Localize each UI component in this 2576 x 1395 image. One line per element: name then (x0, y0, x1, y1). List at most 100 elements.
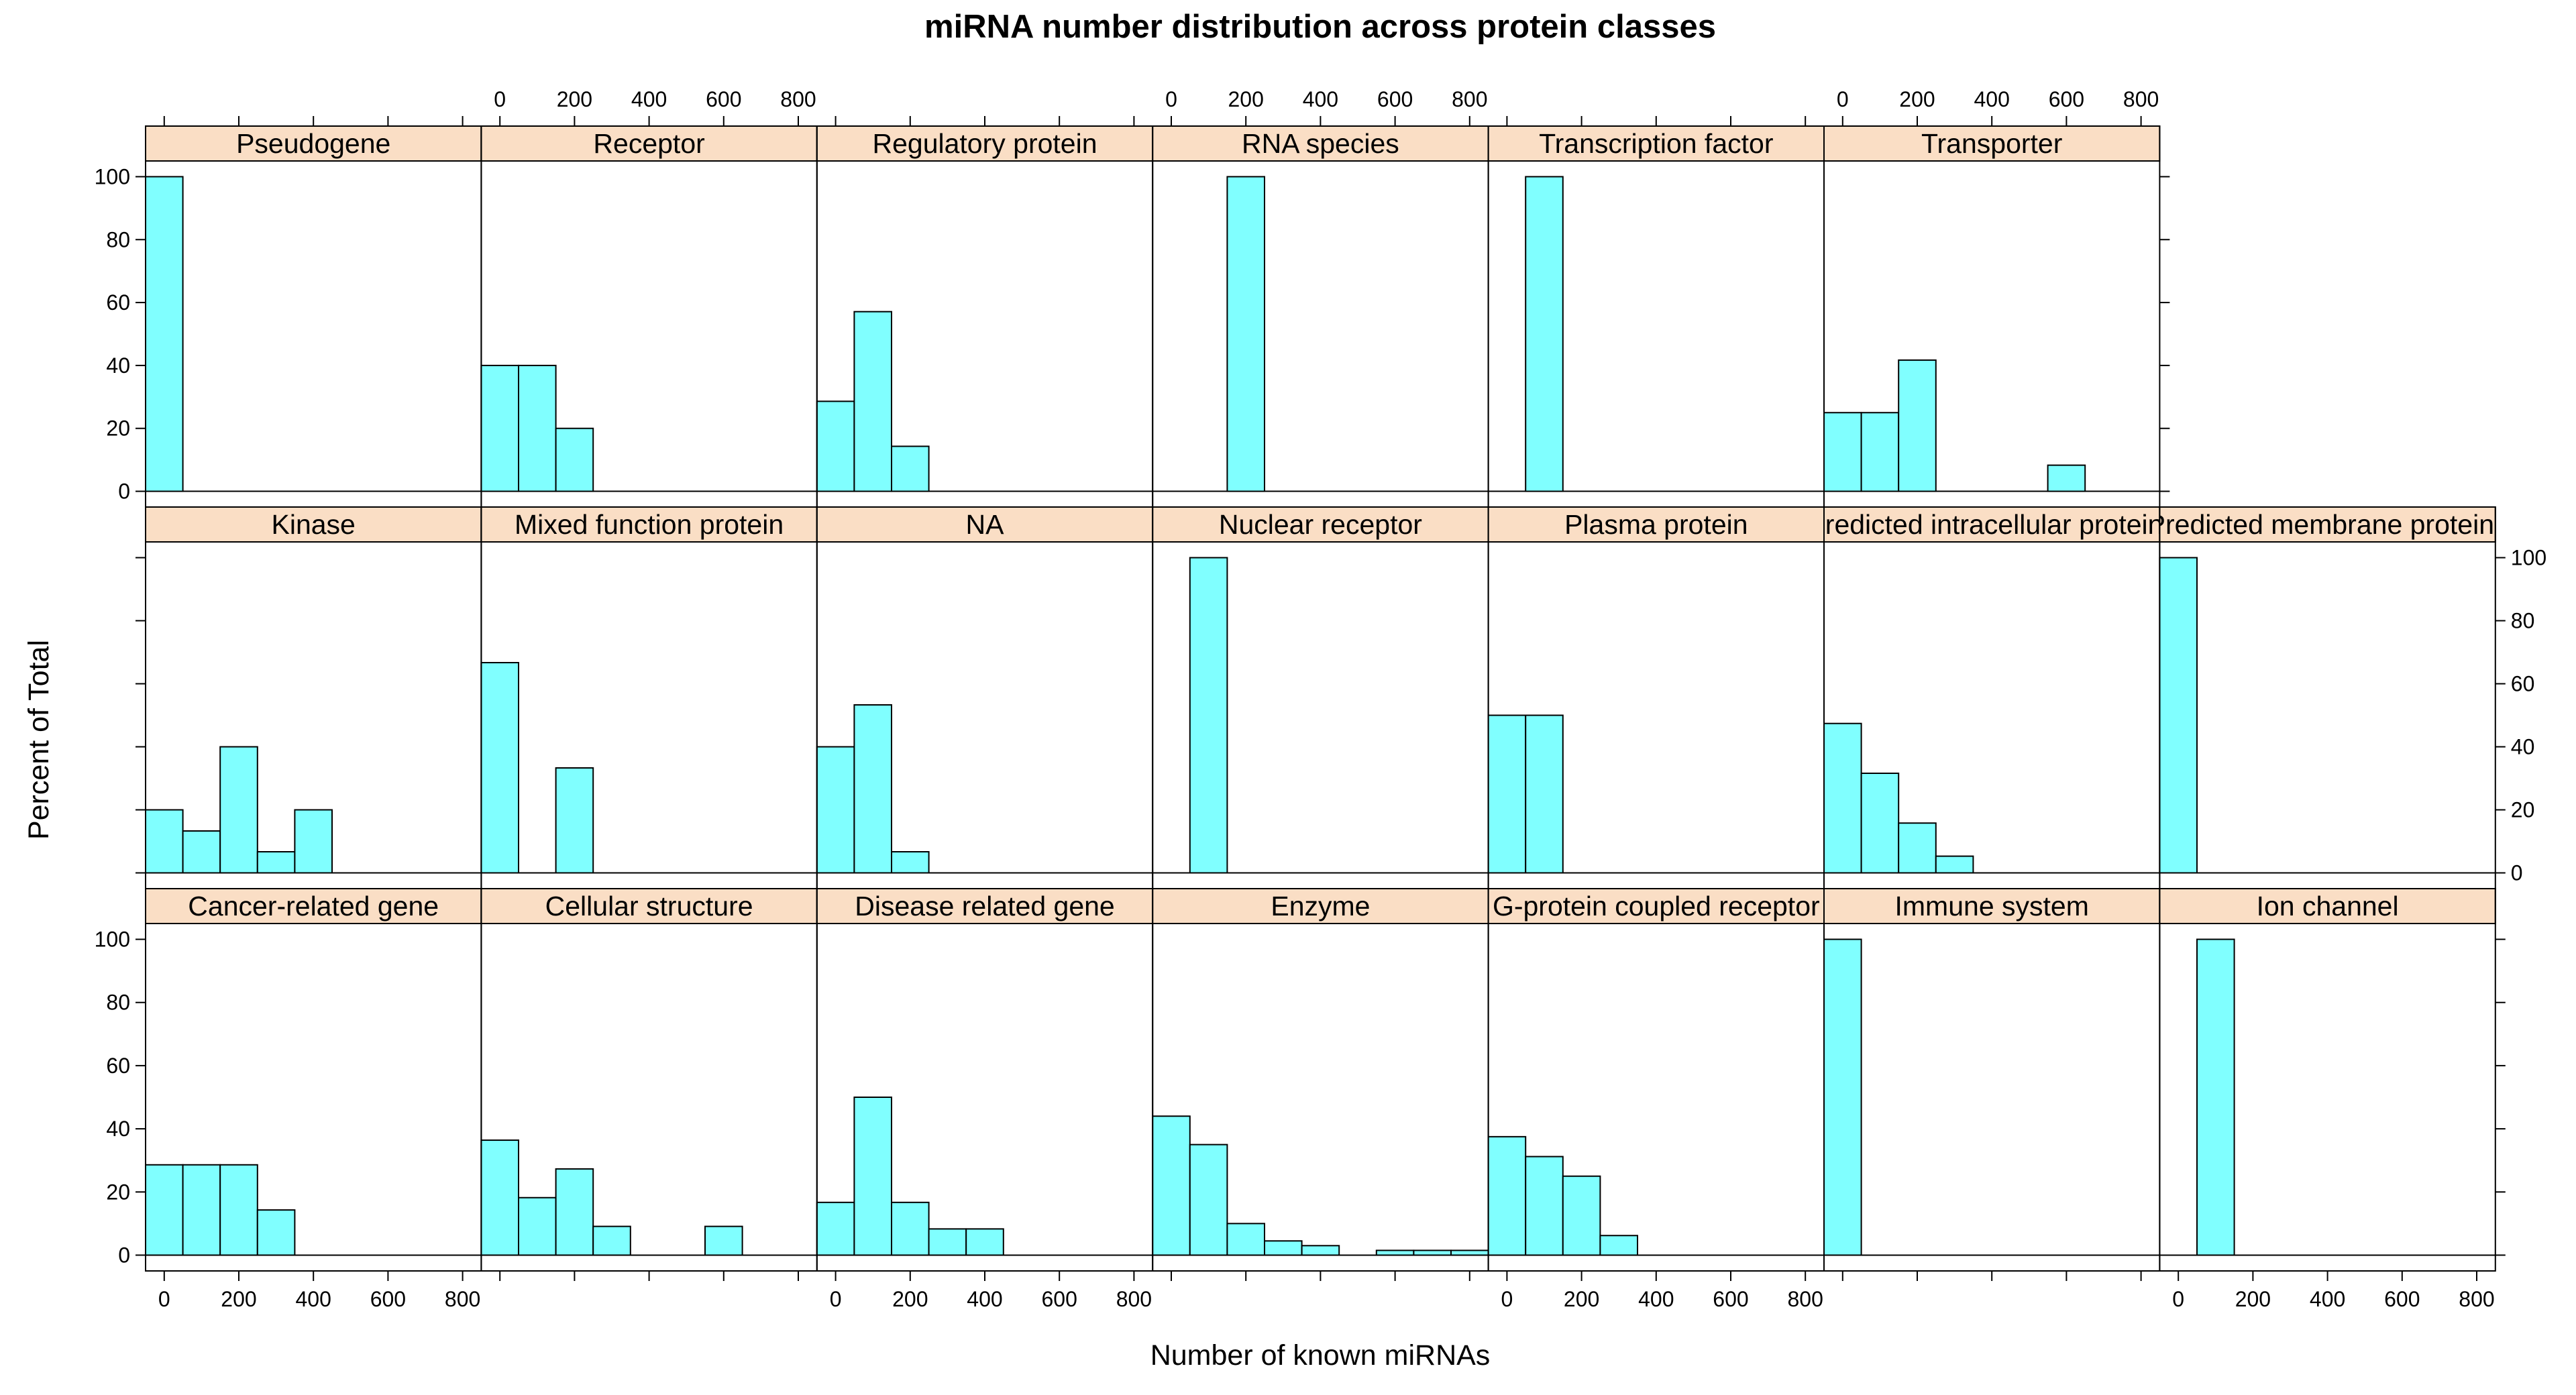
bar-kinase-0 (145, 809, 184, 874)
bar-cellular-structure-600 (704, 1225, 743, 1256)
bar-predicted-intracellular-proteins-300 (1935, 855, 1974, 874)
strip-rna-species (1152, 125, 1489, 162)
x-tick-label: 200 (1899, 87, 1935, 111)
bar-ion-channel-100 (2196, 938, 2235, 1256)
panel-frame-mixed-function-protein (480, 506, 818, 889)
panel-cancer-related-gene: Cancer-related gene 0 20 40 60 80 100 0 200 400 60… (95, 888, 482, 1311)
strip-disease-related-gene (816, 888, 1154, 924)
strip-label-predicted-intracellular-proteins: Predicted intracellular proteins (1807, 509, 2177, 540)
x-tick-label: 400 (2310, 1287, 2345, 1311)
x-tick-label: 800 (1788, 1287, 1823, 1311)
panel-transporter: Transporter 0 200 400 600 800 (1823, 87, 2170, 508)
x-tick-label: 200 (1564, 1287, 1599, 1311)
strip-transcription-factor (1487, 125, 1825, 162)
y-tick-label: 0 (118, 480, 130, 504)
bar-enzyme-200 (1226, 1223, 1266, 1256)
x-tick-label: 600 (2384, 1287, 2420, 1311)
panel-frame-immune-system (1823, 888, 2161, 1272)
x-tick-label: 200 (1228, 87, 1264, 111)
bar-disease-related-gene-400 (965, 1228, 1004, 1256)
bar-receptor-100 (518, 364, 557, 492)
bar-enzyme-400 (1301, 1245, 1340, 1256)
bar-na-0 (816, 746, 855, 874)
panel-frame-pseudogene (145, 125, 482, 508)
x-tick-label: 400 (296, 1287, 331, 1311)
panel-cellular-structure: Cellular structure (480, 888, 818, 1281)
x-tick-label: 600 (706, 87, 741, 111)
y-tick-label: 80 (2511, 609, 2535, 633)
y-tick-label: 0 (118, 1243, 130, 1267)
panel-frame-predicted-membrane-proteins (2159, 506, 2496, 889)
bar-enzyme-100 (1189, 1143, 1228, 1256)
strip-label-plasma-protein: Plasma protein (1564, 509, 1748, 540)
panel-rna-species: RNA species 0 200 400 600 800 (1152, 87, 1489, 508)
panel-regulatory-protein: Regulatory protein (816, 116, 1154, 508)
panel-nuclear-receptor: Nuclear receptor (1152, 506, 1489, 889)
bar-enzyme-700 (1413, 1249, 1452, 1256)
panel-predicted-membrane-proteins: Predicted membrane proteins 0 20 40 60 80 100 (2159, 506, 2546, 889)
strip-label-transporter: Transporter (1921, 128, 2062, 159)
x-tick-label: 600 (1042, 1287, 1077, 1311)
y-tick-label: 40 (2511, 735, 2535, 759)
bar-mixed-function-protein-200 (555, 767, 594, 874)
panel-receptor: Receptor 0 200 400 600 800 (480, 87, 818, 508)
x-tick-label: 0 (2172, 1287, 2184, 1311)
strip-ion-channel (2159, 888, 2496, 924)
strip-label-ion-channel: Ion channel (2257, 891, 2399, 922)
y-tick-label: 20 (2511, 798, 2535, 822)
strip-label-kinase: Kinase (272, 509, 356, 540)
strip-label-nuclear-receptor: Nuclear receptor (1219, 509, 1422, 540)
bar-disease-related-gene-0 (816, 1201, 855, 1256)
x-tick-label: 0 (1501, 1287, 1513, 1311)
panel-mixed-function-protein: Mixed function protein (480, 506, 818, 889)
panel-na: NA (816, 506, 1154, 889)
bar-regulatory-protein-200 (891, 445, 930, 492)
panel-transcription-factor: Transcription factor (1487, 116, 1825, 508)
bar-cellular-structure-200 (555, 1168, 594, 1256)
strip-label-receptor: Receptor (593, 128, 704, 159)
x-tick-label: 200 (557, 87, 592, 111)
bar-g-protein-coupled-receptor-200 (1562, 1175, 1601, 1256)
x-tick-label: 400 (967, 1287, 1002, 1311)
bar-cancer-related-gene-0 (145, 1164, 184, 1256)
strip-label-cancer-related-gene: Cancer-related gene (188, 891, 439, 922)
strip-label-na: NA (966, 509, 1005, 540)
bar-cancer-related-gene-300 (256, 1209, 296, 1256)
x-tick-label: 800 (1452, 87, 1487, 111)
x-axis-title: Number of known miRNAs (1150, 1339, 1491, 1372)
strip-label-enzyme: Enzyme (1271, 891, 1370, 922)
panel-predicted-intracellular-proteins: Predicted intracellular proteins (1807, 506, 2177, 889)
x-tick-label: 400 (1303, 87, 1338, 111)
panel-enzyme: Enzyme (1152, 888, 1489, 1281)
x-tick-label: 800 (2459, 1287, 2494, 1311)
bar-cellular-structure-100 (518, 1196, 557, 1256)
y-tick-label: 60 (106, 290, 130, 315)
bar-enzyme-600 (1375, 1249, 1415, 1256)
bar-enzyme-800 (1450, 1249, 1489, 1256)
bar-nuclear-receptor-100 (1189, 557, 1228, 874)
x-tick-label: 200 (892, 1287, 928, 1311)
strip-cancer-related-gene (145, 888, 482, 924)
panel-ion-channel: Ion channel 0 200 400 600 800 (2159, 888, 2506, 1311)
strip-pseudogene (145, 125, 482, 162)
bar-transporter-100 (1860, 412, 1900, 492)
x-tick-label: 0 (1165, 87, 1177, 111)
bar-g-protein-coupled-receptor-300 (1599, 1235, 1638, 1256)
bar-plasma-protein-100 (1525, 714, 1564, 874)
bar-pseudogene-0 (145, 176, 184, 492)
bar-immune-system-0 (1823, 938, 1862, 1256)
x-tick-label: 600 (1713, 1287, 1748, 1311)
x-tick-label: 800 (445, 1287, 480, 1311)
y-tick-label: 100 (95, 164, 130, 188)
y-tick-label: 20 (106, 1180, 130, 1204)
strip-label-disease-related-gene: Disease related gene (855, 891, 1114, 922)
bar-g-protein-coupled-receptor-100 (1525, 1156, 1564, 1256)
strip-label-regulatory-protein: Regulatory protein (872, 128, 1097, 159)
x-tick-label: 400 (1638, 1287, 1674, 1311)
bar-rna-species-200 (1226, 176, 1266, 492)
y-tick-label: 40 (106, 353, 130, 378)
bar-na-100 (853, 704, 893, 874)
y-tick-label: 20 (106, 416, 130, 441)
strip-nuclear-receptor (1152, 506, 1489, 543)
